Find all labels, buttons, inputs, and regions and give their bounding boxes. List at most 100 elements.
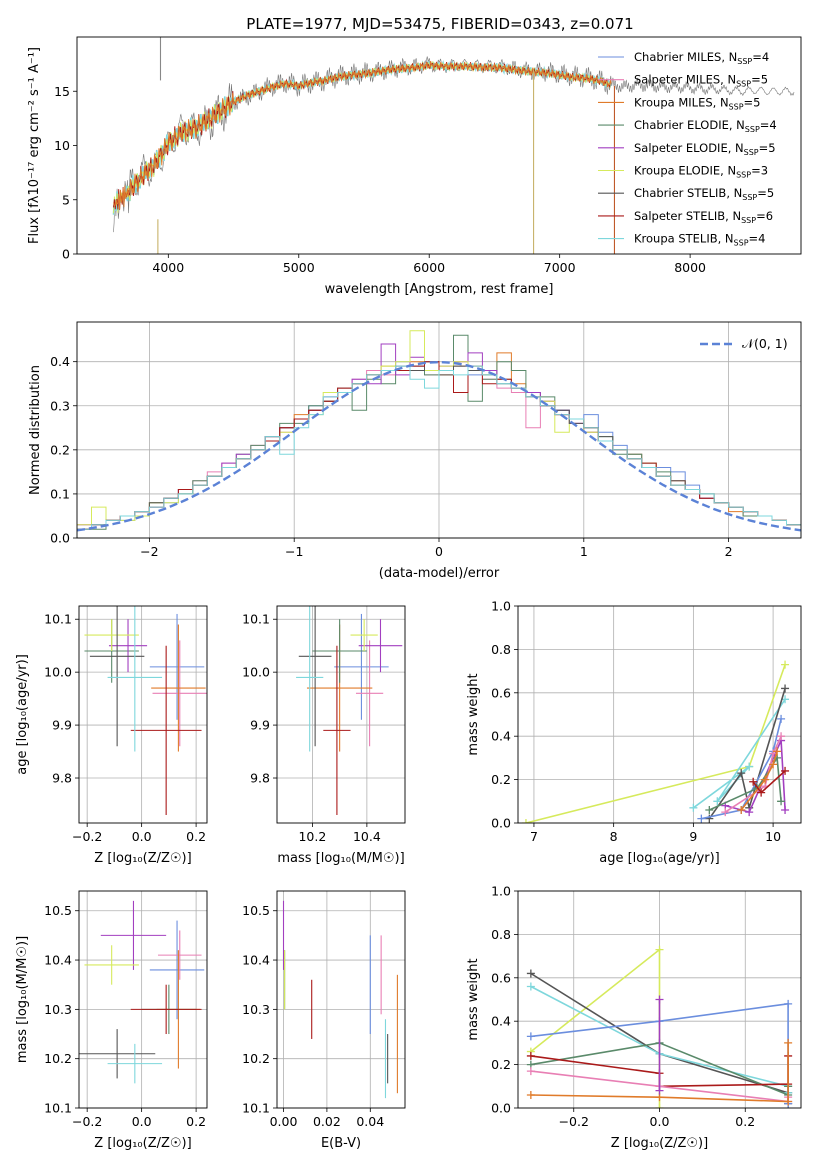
y-tick-label: 10.2 xyxy=(242,1051,270,1066)
axes-frame xyxy=(276,890,406,1109)
model-fit-line-kroupa-elodie xyxy=(113,61,612,214)
legend-label-chabrier-miles: Chabrier MILES, NSSP=4 xyxy=(634,50,769,66)
weight-marker-kroupa-stelib xyxy=(713,797,722,806)
weight-marker-kroupa-elodie xyxy=(655,1104,664,1108)
weight-marker-salpeter-elodie xyxy=(781,805,790,814)
y-tick-label: 9.8 xyxy=(52,771,72,786)
y-tick-label: 10.2 xyxy=(44,1051,72,1066)
y-axis-label: mass weight xyxy=(466,958,481,1040)
legend-text: Salpeter STELIB, N xyxy=(634,209,741,223)
weight-line-chabrier-miles xyxy=(701,718,782,820)
weight-marker-salpeter-stelib xyxy=(757,788,766,797)
x-tick-label: 0.02 xyxy=(313,1114,341,1129)
y-tick-label: 10.0 xyxy=(44,665,72,680)
x-tick-label: 0.0 xyxy=(650,1114,670,1129)
legend-subscript: SSP xyxy=(744,148,759,157)
weight-marker-salpeter-miles xyxy=(777,732,786,741)
weight-marker-kroupa-miles xyxy=(737,805,746,814)
x-axis-label: mass [log₁₀(M/M☉)] xyxy=(277,851,404,866)
y-tick-label: 10.4 xyxy=(242,953,270,968)
x-tick-label: 1 xyxy=(580,544,588,559)
legend-subscript: SSP xyxy=(741,216,756,225)
histogram-step-kroupa-stelib xyxy=(77,365,801,538)
x-tick-label: 7000 xyxy=(544,260,576,275)
x-tick-label: 10.4 xyxy=(353,829,381,844)
legend-subscript: SSP xyxy=(742,193,757,202)
weight-line-salpeter-miles xyxy=(724,735,782,813)
weight-marker-chabrier-elodie xyxy=(777,797,786,806)
y-axis-label: Flux [fλ10⁻¹⁷ erg cm⁻² s⁻¹ A⁻¹] xyxy=(27,47,42,244)
y-tick-label: 1.0 xyxy=(491,884,511,899)
legend-subscript: SSP xyxy=(734,239,749,248)
weight-marker-chabrier-miles xyxy=(784,999,793,1008)
residual-histogram-panel: −2 −1 0 1 2 0.0 0.1 0.2 0.3 0.4 (data-model)/error… xyxy=(28,321,802,581)
x-tick-label: −0.2 xyxy=(72,1114,102,1129)
mass-vs-ebv-panel: 0.00 0.02 0.04 10.1 10.2 10.3 10.4 10.5 E(B-V) xyxy=(242,890,406,1151)
y-tick-label: 10.4 xyxy=(44,953,72,968)
x-axis-label: wavelength [Angstrom, rest frame] xyxy=(325,282,554,297)
y-tick-label: 9.8 xyxy=(250,771,270,786)
y-tick-label: 0.4 xyxy=(491,729,511,744)
y-tick-label: 0.0 xyxy=(50,531,70,546)
legend-tail: =6 xyxy=(756,209,773,223)
weight-marker-kroupa-stelib xyxy=(745,762,754,771)
weight-marker-kroupa-stelib xyxy=(689,803,698,812)
legend-text: Chabrier STELIB, N xyxy=(634,186,742,200)
x-tick-label: 0.2 xyxy=(735,1114,755,1129)
y-tick-label: 10.1 xyxy=(242,612,270,627)
y-tick-label: 0.0 xyxy=(491,1101,511,1116)
weight-marker-chabrier-elodie xyxy=(705,805,714,814)
legend-text: Chabrier ELODIE, N xyxy=(634,118,745,132)
legend-text: Kroupa MILES, N xyxy=(634,95,729,109)
weight-marker-chabrier-stelib xyxy=(526,969,535,978)
x-tick-label: −1 xyxy=(285,544,303,559)
legend-tail: =5 xyxy=(757,186,774,200)
axes-frame xyxy=(517,605,802,824)
y-tick-label: 10.5 xyxy=(44,903,72,918)
y-tick-label: 10 xyxy=(54,138,70,153)
x-tick-label: 6000 xyxy=(413,260,445,275)
y-tick-label: 0.2 xyxy=(491,772,511,787)
weight-marker-kroupa-miles xyxy=(761,775,770,784)
x-tick-label: 8 xyxy=(610,829,618,844)
weight-line-chabrier-stelib xyxy=(708,688,786,820)
spectrum-panel: 4000 5000 6000 7000 8000 0 5 10 15 wavelength [An… xyxy=(27,36,802,297)
y-tick-label: 0.6 xyxy=(491,970,511,985)
legend-text: Kroupa ELODIE, N xyxy=(634,164,736,178)
legend-label-kroupa-stelib: Kroupa STELIB, NSSP=4 xyxy=(634,232,765,248)
axes-frame xyxy=(276,605,406,824)
legend-subscript: SSP xyxy=(729,102,744,111)
y-tick-label: 0.8 xyxy=(491,927,511,942)
legend-text: Kroupa STELIB, N xyxy=(634,232,734,246)
y-axis-label: mass weight xyxy=(466,673,481,755)
x-tick-label: 0 xyxy=(435,544,443,559)
weight-marker-salpeter-stelib xyxy=(749,777,758,786)
x-tick-label: 0.2 xyxy=(186,1114,206,1129)
y-tick-label: 10.1 xyxy=(44,612,72,627)
y-tick-label: 0.2 xyxy=(50,442,70,457)
legend-text: Chabrier MILES, N xyxy=(634,50,737,64)
x-tick-label: 9 xyxy=(689,829,697,844)
legend-label-salpeter-elodie: Salpeter ELODIE, NSSP=5 xyxy=(634,141,776,157)
legend-label-salpeter-miles: Salpeter MILES, NSSP=5 xyxy=(634,73,768,89)
x-tick-label: 5000 xyxy=(283,260,315,275)
x-tick-label: 0.0 xyxy=(132,1114,152,1129)
legend-subscript: SSP xyxy=(736,80,751,89)
y-tick-label: 0.4 xyxy=(491,1014,511,1029)
y-tick-label: 9.9 xyxy=(250,718,270,733)
legend-subscript: SSP xyxy=(737,57,752,66)
weight-marker-chabrier-stelib xyxy=(705,814,714,823)
x-tick-label: 8000 xyxy=(674,260,706,275)
weight-marker-salpeter-elodie xyxy=(655,1086,664,1095)
y-tick-label: 0 xyxy=(62,247,70,262)
x-tick-label: 0.2 xyxy=(186,829,206,844)
x-tick-label: 4000 xyxy=(152,260,184,275)
legend-tail: =5 xyxy=(744,95,761,109)
y-tick-label: 0.8 xyxy=(491,642,511,657)
x-tick-label: 2 xyxy=(725,544,733,559)
legend-label-kroupa-elodie: Kroupa ELODIE, NSSP=3 xyxy=(634,164,768,180)
x-tick-label: −2 xyxy=(140,544,158,559)
age-vs-mass-panel: 10.2 10.4 9.8 9.9 10.0 10.1 mass [log₁₀(M/M☉)] xyxy=(242,605,406,866)
y-tick-label: 5 xyxy=(62,192,70,207)
